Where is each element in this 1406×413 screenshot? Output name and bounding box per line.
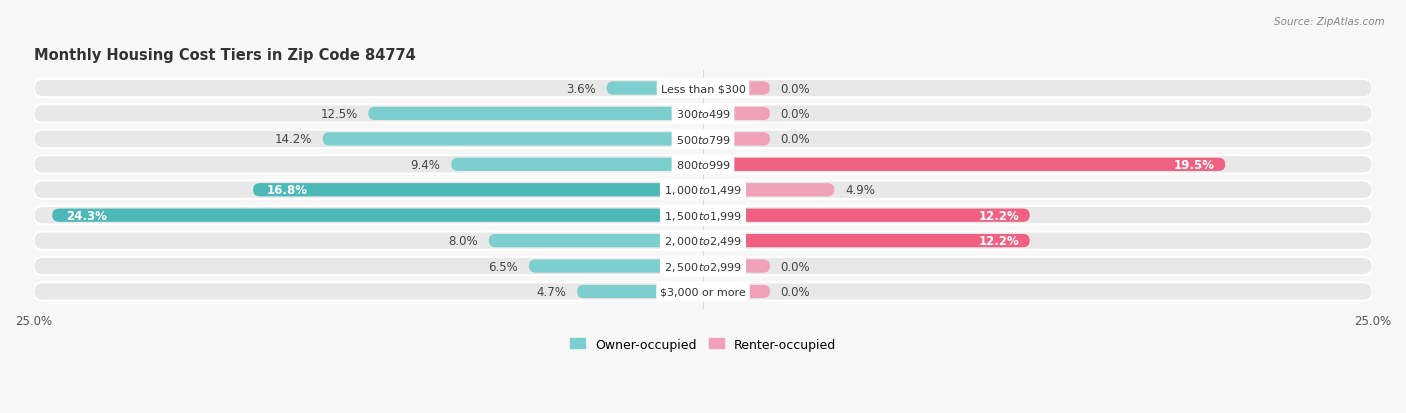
FancyBboxPatch shape: [576, 285, 703, 298]
Text: 0.0%: 0.0%: [780, 285, 810, 298]
Text: $3,000 or more: $3,000 or more: [661, 287, 745, 297]
Text: 6.5%: 6.5%: [488, 260, 519, 273]
FancyBboxPatch shape: [34, 80, 1372, 98]
FancyBboxPatch shape: [703, 235, 1029, 248]
FancyBboxPatch shape: [703, 133, 770, 146]
FancyBboxPatch shape: [703, 184, 834, 197]
Text: $1,500 to $1,999: $1,500 to $1,999: [664, 209, 742, 222]
FancyBboxPatch shape: [34, 156, 1372, 174]
Text: 3.6%: 3.6%: [567, 82, 596, 95]
Text: 0.0%: 0.0%: [780, 260, 810, 273]
Text: $1,000 to $1,499: $1,000 to $1,499: [664, 184, 742, 197]
Text: 4.7%: 4.7%: [537, 285, 567, 298]
Text: 12.2%: 12.2%: [979, 209, 1019, 222]
FancyBboxPatch shape: [451, 158, 703, 171]
Text: 8.0%: 8.0%: [449, 235, 478, 247]
FancyBboxPatch shape: [703, 285, 770, 298]
FancyBboxPatch shape: [34, 105, 1372, 123]
Text: Monthly Housing Cost Tiers in Zip Code 84774: Monthly Housing Cost Tiers in Zip Code 8…: [34, 48, 415, 63]
FancyBboxPatch shape: [34, 257, 1372, 275]
FancyBboxPatch shape: [703, 209, 1029, 222]
Text: 0.0%: 0.0%: [780, 108, 810, 121]
Text: Source: ZipAtlas.com: Source: ZipAtlas.com: [1274, 17, 1385, 26]
Text: 4.9%: 4.9%: [845, 184, 875, 197]
FancyBboxPatch shape: [529, 260, 703, 273]
Text: 12.2%: 12.2%: [979, 235, 1019, 247]
FancyBboxPatch shape: [34, 232, 1372, 250]
FancyBboxPatch shape: [34, 131, 1372, 149]
Text: $2,500 to $2,999: $2,500 to $2,999: [664, 260, 742, 273]
FancyBboxPatch shape: [34, 181, 1372, 199]
Text: $800 to $999: $800 to $999: [675, 159, 731, 171]
FancyBboxPatch shape: [34, 282, 1372, 301]
Text: Less than $300: Less than $300: [661, 84, 745, 94]
Text: $2,000 to $2,499: $2,000 to $2,499: [664, 235, 742, 247]
FancyBboxPatch shape: [368, 108, 703, 121]
FancyBboxPatch shape: [489, 235, 703, 248]
Text: 9.4%: 9.4%: [411, 159, 440, 171]
Legend: Owner-occupied, Renter-occupied: Owner-occupied, Renter-occupied: [565, 333, 841, 356]
FancyBboxPatch shape: [703, 82, 770, 95]
FancyBboxPatch shape: [606, 82, 703, 95]
Text: 0.0%: 0.0%: [780, 82, 810, 95]
Text: 24.3%: 24.3%: [66, 209, 107, 222]
Text: 0.0%: 0.0%: [780, 133, 810, 146]
Text: 16.8%: 16.8%: [267, 184, 308, 197]
Text: $500 to $799: $500 to $799: [675, 133, 731, 145]
Text: 19.5%: 19.5%: [1174, 159, 1215, 171]
FancyBboxPatch shape: [34, 206, 1372, 225]
FancyBboxPatch shape: [703, 158, 1225, 171]
FancyBboxPatch shape: [52, 209, 703, 222]
Text: $300 to $499: $300 to $499: [675, 108, 731, 120]
FancyBboxPatch shape: [253, 184, 703, 197]
FancyBboxPatch shape: [703, 108, 770, 121]
Text: 12.5%: 12.5%: [321, 108, 357, 121]
FancyBboxPatch shape: [323, 133, 703, 146]
Text: 14.2%: 14.2%: [274, 133, 312, 146]
FancyBboxPatch shape: [703, 260, 770, 273]
